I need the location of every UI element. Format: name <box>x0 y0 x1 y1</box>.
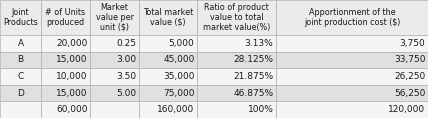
Text: 20,000: 20,000 <box>56 39 87 48</box>
Bar <box>276 68 428 85</box>
Bar <box>41 0 90 35</box>
Text: 3.50: 3.50 <box>116 72 137 81</box>
Text: 15,000: 15,000 <box>56 89 87 98</box>
Bar <box>41 68 90 85</box>
Text: Ratio of product
value to total
market value(%): Ratio of product value to total market v… <box>203 3 270 32</box>
Bar <box>90 0 139 35</box>
Text: 75,000: 75,000 <box>163 89 194 98</box>
Bar <box>0 52 41 68</box>
Bar <box>139 85 197 101</box>
Bar <box>139 35 197 52</box>
Bar <box>0 101 41 118</box>
Bar <box>0 68 41 85</box>
Text: Total market
value ($): Total market value ($) <box>143 8 193 27</box>
Bar <box>276 35 428 52</box>
Bar <box>139 0 197 35</box>
Text: 0.25: 0.25 <box>116 39 137 48</box>
Bar <box>276 0 428 35</box>
Text: 15,000: 15,000 <box>56 55 87 64</box>
Bar <box>41 35 90 52</box>
Bar <box>41 101 90 118</box>
Bar <box>276 85 428 101</box>
Bar <box>197 101 276 118</box>
Text: # of Units
produced: # of Units produced <box>45 8 86 27</box>
Bar <box>139 68 197 85</box>
Text: 28.125%: 28.125% <box>234 55 273 64</box>
Text: 5,000: 5,000 <box>169 39 194 48</box>
Bar <box>139 52 197 68</box>
Bar <box>41 85 90 101</box>
Bar <box>197 68 276 85</box>
Text: D: D <box>17 89 24 98</box>
Text: Joint
Products: Joint Products <box>3 8 38 27</box>
Text: B: B <box>18 55 24 64</box>
Text: 33,750: 33,750 <box>394 55 425 64</box>
Bar <box>139 101 197 118</box>
Bar <box>41 52 90 68</box>
Text: A: A <box>18 39 24 48</box>
Bar <box>197 52 276 68</box>
Text: 120,000: 120,000 <box>388 105 425 114</box>
Text: Apportionment of the
joint production cost ($): Apportionment of the joint production co… <box>304 8 400 27</box>
Text: 46.875%: 46.875% <box>233 89 273 98</box>
Text: 3.00: 3.00 <box>116 55 137 64</box>
Bar <box>90 68 139 85</box>
Text: 60,000: 60,000 <box>56 105 87 114</box>
Bar <box>90 101 139 118</box>
Bar <box>0 85 41 101</box>
Bar <box>0 35 41 52</box>
Text: 35,000: 35,000 <box>163 72 194 81</box>
Bar <box>90 52 139 68</box>
Bar <box>197 85 276 101</box>
Text: 21.875%: 21.875% <box>233 72 273 81</box>
Text: 26,250: 26,250 <box>394 72 425 81</box>
Bar <box>197 0 276 35</box>
Text: 100%: 100% <box>248 105 273 114</box>
Bar <box>0 0 41 35</box>
Bar <box>197 35 276 52</box>
Bar <box>276 52 428 68</box>
Text: 5.00: 5.00 <box>116 89 137 98</box>
Text: Market
value per
unit ($): Market value per unit ($) <box>95 3 134 32</box>
Text: 10,000: 10,000 <box>56 72 87 81</box>
Text: 3.13%: 3.13% <box>245 39 273 48</box>
Bar <box>90 35 139 52</box>
Text: 45,000: 45,000 <box>163 55 194 64</box>
Text: C: C <box>18 72 24 81</box>
Text: 160,000: 160,000 <box>157 105 194 114</box>
Bar <box>90 85 139 101</box>
Text: 56,250: 56,250 <box>394 89 425 98</box>
Text: 3,750: 3,750 <box>400 39 425 48</box>
Bar <box>276 101 428 118</box>
